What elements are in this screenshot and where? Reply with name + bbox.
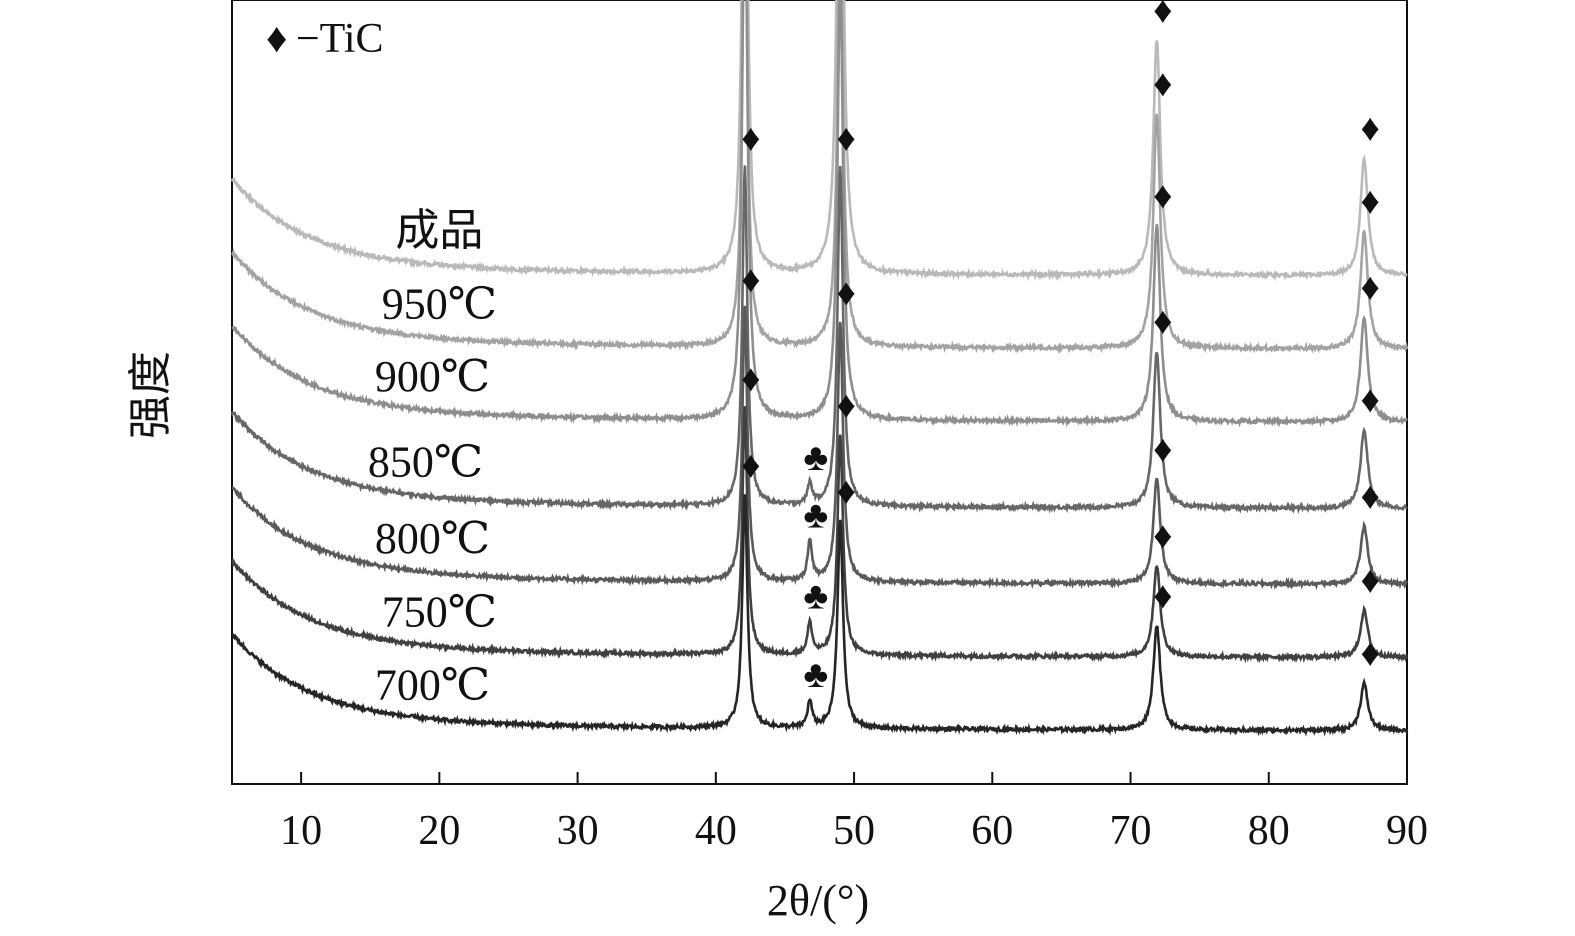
secondary-marker-4: ♣ [803,495,828,537]
legend: ♦ −TiC [266,16,384,62]
x-tick-label-90: 90 [1386,808,1428,854]
secondary-marker-5: ♣ [803,576,828,618]
x-tick-label-50: 50 [833,808,875,854]
tic-marker-3-2: ♦ [1153,301,1172,343]
series-line-4 [231,305,1408,591]
secondary-marker-6: ♣ [803,654,828,696]
series-line-0 [230,0,1408,282]
series-label-0: 成品 [395,206,483,255]
series-label-5: 750℃ [382,588,497,637]
tic-marker-6-0: ♦ [741,444,760,486]
series-line-3 [230,165,1408,515]
tic-marker-1-3: ♦ [1360,180,1379,222]
legend-text: −TiC [296,16,384,62]
peak-marker-group: ♦♦♦♦♦♦♦♦♦♦♦♦♦♦♦♦♣♦♦♦♦♣♦♦♦♦♣♦♦♦♦♣ [741,0,1380,696]
series-label-6: 700℃ [375,660,490,709]
series-line-2 [231,0,1408,428]
x-tick-label-20: 20 [418,808,460,854]
series-line-6 [231,494,1409,737]
tic-marker-0-3: ♦ [1360,107,1379,149]
series-label-4: 800℃ [375,514,490,563]
series-label-2: 900℃ [375,352,490,401]
tic-marker-6-2: ♦ [1153,575,1172,617]
series-group [230,0,1409,737]
tic-marker-3-3: ♦ [1360,379,1379,421]
tic-marker-4-3: ♦ [1360,476,1379,518]
series-label-3: 850℃ [368,438,483,487]
tic-marker-4-1: ♦ [837,272,856,314]
tic-marker-4-2: ♦ [1153,429,1172,471]
x-tick-label-80: 80 [1248,808,1290,854]
x-tick-label-60: 60 [971,808,1013,854]
series-label-1: 950℃ [382,279,497,328]
x-tick-group: 10 20 30 40 50 60 70 80 90 [280,772,1428,854]
series-line-1 [230,0,1409,355]
tic-marker-2-2: ♦ [1153,175,1172,217]
tic-marker-4-0: ♦ [741,259,760,301]
tic-marker-6-3: ♦ [1360,633,1379,675]
x-tick-label-70: 70 [1110,808,1152,854]
tic-marker-5-0: ♦ [741,358,760,400]
x-axis-title: 2θ/(°) [767,876,869,925]
legend-symbol: ♦ [266,16,287,62]
tic-marker-5-1: ♦ [837,384,856,426]
tic-marker-5-3: ♦ [1360,559,1379,601]
tic-marker-3-0: ♦ [741,118,760,160]
tic-marker-3-1: ♦ [837,118,856,160]
x-tick-label-40: 40 [695,808,737,854]
tic-marker-0-2: ♦ [1153,0,1172,32]
tic-marker-5-2: ♦ [1153,515,1172,557]
x-tick-label-30: 30 [557,808,599,854]
y-axis-title: 强度 [126,351,175,439]
secondary-marker-3: ♣ [803,437,828,479]
tic-marker-2-3: ♦ [1360,267,1379,309]
tic-marker-1-2: ♦ [1153,63,1172,105]
series-line-5 [231,406,1409,664]
x-tick-label-10: 10 [280,808,322,854]
plot-frame [231,0,1408,785]
tic-marker-6-1: ♦ [837,471,856,513]
series-label-group: 成品 950℃ 900℃ 850℃ 800℃ 750℃ 700℃ [368,206,497,709]
